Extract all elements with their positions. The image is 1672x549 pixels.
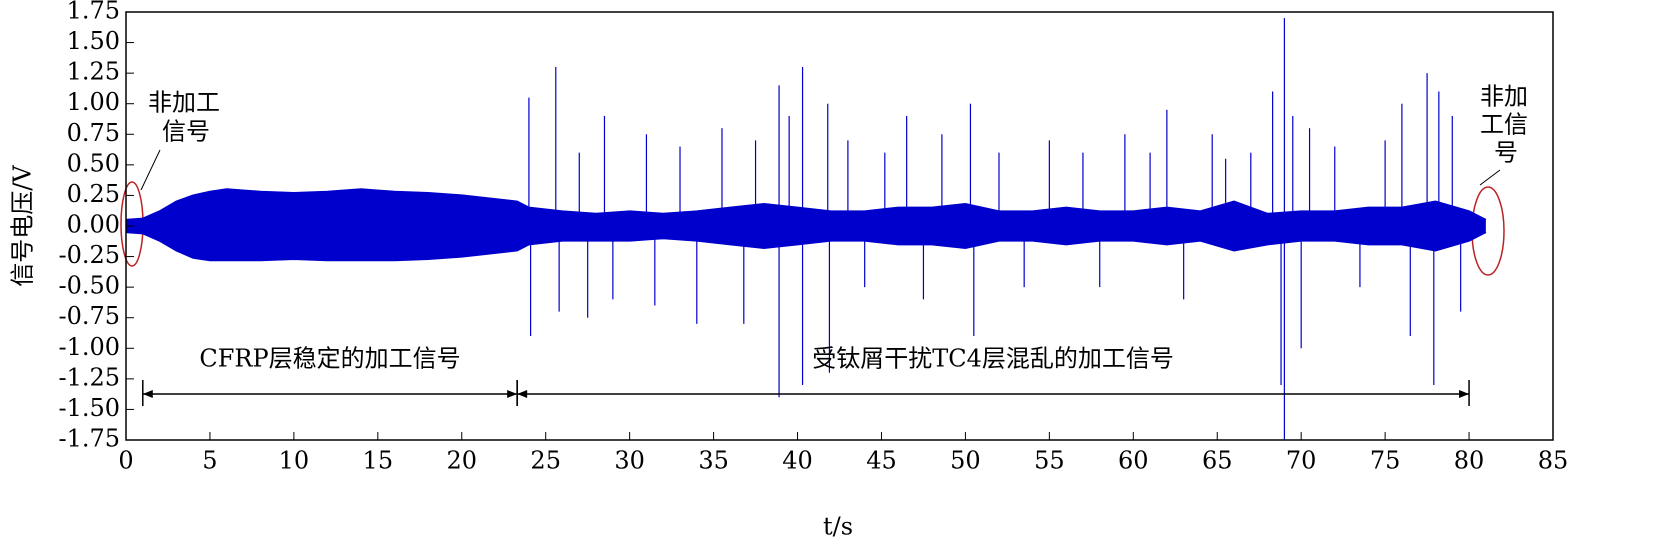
- arrow-head: [1459, 390, 1470, 398]
- x-tick-label: 70: [1286, 447, 1317, 475]
- y-tick-label: 1.50: [67, 27, 120, 55]
- y-tick-label: -1.75: [58, 425, 120, 453]
- annotation: 信号: [162, 118, 210, 146]
- y-tick-label: -0.50: [58, 272, 120, 300]
- arrow-head: [142, 390, 153, 398]
- y-tick-label: 0.75: [67, 119, 120, 147]
- arrow-head: [507, 390, 518, 398]
- y-tick-label: -1.25: [58, 363, 120, 391]
- envelope-fill: [126, 189, 1486, 261]
- x-tick-label: 50: [950, 447, 981, 475]
- x-tick-label: 5: [202, 447, 217, 475]
- x-tick-label: 30: [614, 447, 645, 475]
- span-label: 受钛屑干扰TC4层混乱的加工信号: [812, 345, 1174, 373]
- x-tick-label: 60: [1118, 447, 1149, 475]
- leader-line: [1479, 169, 1501, 186]
- y-tick-label: -1.00: [58, 333, 120, 361]
- y-tick-label: 1.75: [67, 0, 120, 25]
- annotation: 非加工: [148, 89, 220, 117]
- x-tick-label: 80: [1454, 447, 1485, 475]
- y-tick-label: 1.25: [67, 58, 120, 86]
- x-tick-label: 75: [1370, 447, 1401, 475]
- leader-line: [140, 149, 161, 191]
- x-tick-label: 25: [530, 447, 561, 475]
- x-tick-label: 45: [866, 447, 897, 475]
- x-tick-label: 40: [782, 447, 813, 475]
- annotation: 号: [1494, 139, 1518, 167]
- y-tick-label: 1.00: [67, 88, 120, 116]
- span-label: CFRP层稳定的加工信号: [199, 345, 460, 373]
- y-tick-label: -1.50: [58, 394, 120, 422]
- annotation: 非加: [1480, 83, 1528, 111]
- x-tick-label: 10: [279, 447, 310, 475]
- x-tick-label: 55: [1034, 447, 1065, 475]
- x-tick-label: 20: [446, 447, 477, 475]
- x-tick-label: 0: [118, 447, 133, 475]
- x-tick-label: 15: [363, 447, 394, 475]
- y-tick-label: 0.50: [67, 149, 120, 177]
- arrow-head: [517, 390, 528, 398]
- y-tick-label: -0.75: [58, 302, 120, 330]
- x-tick-label: 65: [1202, 447, 1233, 475]
- y-tick-label: 0.25: [67, 180, 120, 208]
- x-tick-label: 85: [1538, 447, 1569, 475]
- x-axis-label: t/s: [823, 513, 853, 541]
- y-tick-label: 0.00: [67, 211, 120, 239]
- x-tick-label: 35: [698, 447, 729, 475]
- y-axis-label: 信号电压/V: [9, 165, 37, 287]
- annotation: 工信: [1480, 111, 1528, 139]
- y-tick-label: -0.25: [58, 241, 120, 269]
